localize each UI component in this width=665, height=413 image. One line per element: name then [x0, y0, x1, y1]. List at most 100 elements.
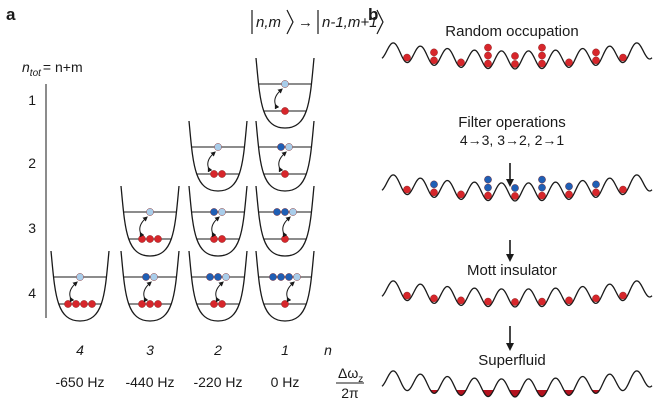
atom	[146, 235, 154, 243]
atom	[88, 300, 96, 308]
stage-subtitle: 4→3, 3→2, 2→1	[460, 132, 564, 148]
atom	[64, 300, 72, 308]
atom	[80, 300, 88, 308]
atom	[565, 58, 573, 67]
row-label: 1	[28, 92, 36, 108]
atom	[210, 170, 218, 178]
atom	[430, 294, 438, 303]
well-potential	[255, 250, 315, 322]
stage-title: Filter operations	[458, 114, 566, 131]
atom	[538, 191, 546, 200]
transfer-arrow	[139, 216, 148, 238]
atom	[218, 235, 226, 243]
frequency-label: -650 Hz	[55, 374, 104, 390]
lattice-potential	[381, 280, 653, 308]
stage-title: Mott insulator	[467, 262, 557, 279]
atom	[619, 185, 627, 194]
row-label: 3	[28, 220, 36, 236]
lattice-potential	[381, 174, 653, 202]
atom	[511, 298, 519, 306]
atom	[281, 107, 289, 115]
atom	[484, 175, 492, 184]
well-potential	[120, 250, 180, 322]
well-potential	[188, 120, 248, 192]
transition: n,m → n-1,m+1	[251, 9, 384, 35]
atom	[511, 184, 519, 192]
panel-label: b	[368, 5, 378, 24]
atom	[430, 56, 438, 65]
atom	[403, 291, 411, 300]
atom	[269, 273, 277, 281]
axis-title: ntot = n+m	[22, 59, 83, 79]
atom	[592, 294, 600, 303]
atom	[565, 182, 573, 191]
atom	[430, 180, 438, 189]
panel-label: a	[6, 5, 16, 24]
well-potential	[255, 185, 315, 257]
atom	[289, 208, 297, 216]
atom	[430, 188, 438, 197]
freq-denominator: 2π	[341, 385, 359, 401]
atom	[403, 185, 411, 194]
atom	[592, 188, 600, 197]
well-potential	[188, 185, 248, 257]
well-potential	[50, 250, 110, 322]
transfer-arrow	[215, 281, 224, 303]
atom	[484, 51, 492, 60]
atom	[592, 48, 600, 57]
atom	[565, 296, 573, 305]
well-potential	[255, 57, 315, 129]
atom	[592, 180, 600, 189]
freq-numerator-text: Δω	[338, 365, 358, 381]
atom	[218, 208, 226, 216]
well	[255, 120, 315, 192]
stage-title: Random occupation	[445, 23, 578, 40]
frequency-label: -440 Hz	[125, 374, 174, 390]
atom	[511, 192, 519, 200]
atom	[538, 175, 546, 184]
atom	[277, 143, 285, 151]
atom	[538, 183, 546, 192]
column-label: 3	[146, 342, 154, 358]
well	[255, 250, 315, 322]
atom	[484, 183, 492, 192]
atom	[538, 43, 546, 52]
lattice-potential	[381, 370, 653, 398]
atom	[538, 59, 546, 68]
atom	[281, 300, 289, 308]
atom	[281, 208, 289, 216]
atom	[146, 300, 154, 308]
atom	[484, 191, 492, 200]
atom	[619, 291, 627, 300]
transfer-arrow	[286, 281, 295, 303]
transfer-arrow	[274, 88, 283, 110]
atom	[457, 190, 465, 199]
column-label: 1	[281, 342, 289, 358]
atom	[281, 235, 289, 243]
atom	[457, 58, 465, 67]
atom	[538, 297, 546, 306]
atom	[206, 273, 214, 281]
ket-2: n-1,m+1	[322, 14, 377, 31]
atom	[273, 208, 281, 216]
transfer-arrow	[207, 151, 216, 173]
atom	[150, 273, 158, 281]
frequency-label: -220 Hz	[193, 374, 242, 390]
freq-sub: z	[358, 374, 363, 385]
freq-numerator: Δωz	[338, 365, 363, 385]
atom	[214, 273, 222, 281]
atom	[210, 208, 218, 216]
row-label: 4	[28, 285, 36, 301]
atom	[484, 43, 492, 52]
atom	[218, 170, 226, 178]
transition-arrow: →	[298, 14, 313, 31]
atom	[210, 235, 218, 243]
well	[188, 120, 248, 192]
atom	[592, 56, 600, 65]
atom	[511, 60, 519, 68]
atom	[285, 143, 293, 151]
atom	[281, 80, 289, 88]
frequency-label: 0 Hz	[271, 374, 300, 390]
stage-title: Superfluid	[478, 352, 546, 369]
